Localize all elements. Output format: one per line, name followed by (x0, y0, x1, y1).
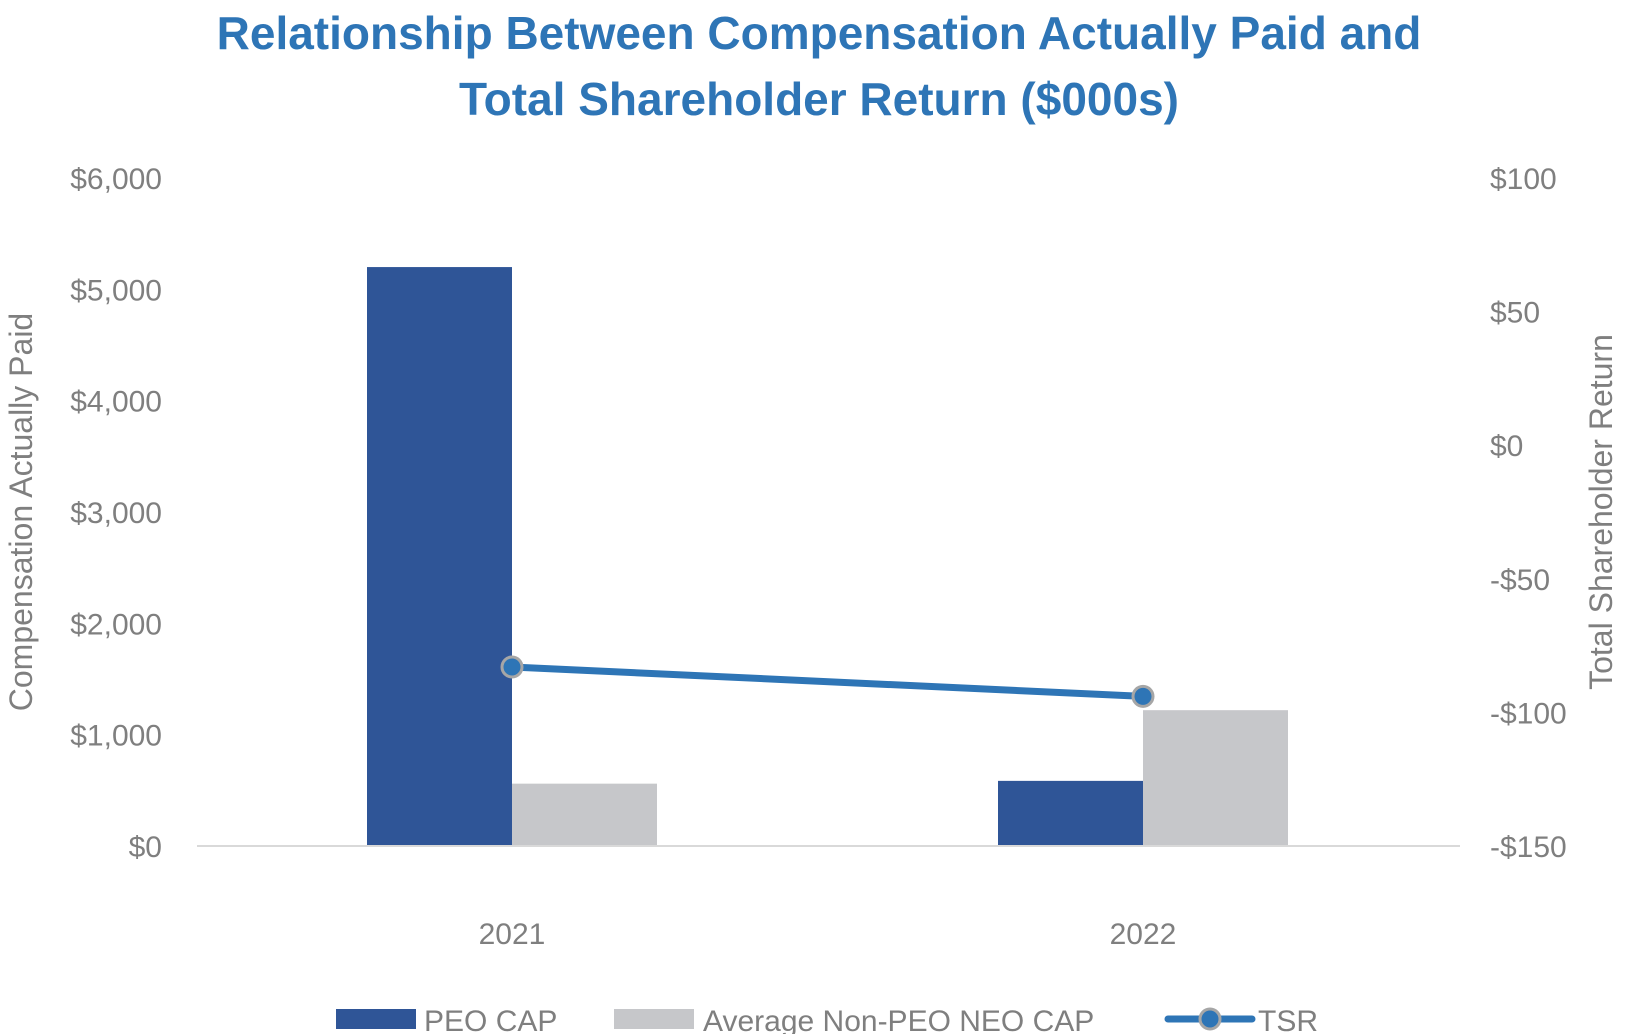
left-axis-tick-label: $4,000 (70, 386, 162, 419)
tsr-point-2022[interactable] (1131, 684, 1155, 708)
left-axis-tick-label: $3,000 (70, 497, 162, 530)
chart-title-line-1: Relationship Between Compensation Actual… (216, 7, 1422, 59)
left-axis-tick-label: $6,000 (70, 163, 162, 196)
right-axis-title: Total Shareholder Return (1583, 334, 1619, 690)
right-axis-tick-label: $50 (1490, 297, 1540, 330)
left-axis-title: Compensation Actually Paid (3, 313, 39, 711)
legend-label-peo-cap: PEO CAP (424, 1005, 557, 1034)
left-axis-tick-label: $0 (129, 831, 162, 864)
right-axis-ticks: -$150 -$100 -$50 $0 $50 $100 (1490, 163, 1567, 864)
right-axis-tick-label: $0 (1490, 430, 1523, 463)
non-peo-cap-swatch-icon (614, 1009, 694, 1029)
left-axis-tick-label: $5,000 (70, 274, 162, 307)
x-axis-tick-label: 2022 (1110, 918, 1177, 951)
bar-series (367, 267, 1288, 847)
legend-item-non-peo-cap[interactable]: Average Non-PEO NEO CAP (614, 1005, 1094, 1034)
bar-non-peo-cap-2021[interactable] (512, 783, 657, 846)
tsr-point-2021[interactable] (500, 655, 524, 679)
right-axis-tick-label: $100 (1490, 163, 1557, 196)
left-axis-tick-label: $2,000 (70, 608, 162, 641)
tsr-marker-swatch-icon (1198, 1007, 1222, 1031)
right-axis-tick-label: -$150 (1490, 831, 1567, 864)
bar-non-peo-cap-2022[interactable] (1143, 710, 1288, 846)
legend-item-tsr[interactable]: TSR (1164, 1005, 1318, 1034)
tsr-line (511, 663, 1144, 700)
legend: PEO CAP Average Non-PEO NEO CAP TSR (336, 1005, 1318, 1034)
bar-peo-cap-2021[interactable] (367, 267, 512, 847)
left-axis-tick-label: $1,000 (70, 720, 162, 753)
bar-peo-cap-2022[interactable] (998, 780, 1143, 846)
peo-cap-swatch-icon (336, 1009, 416, 1029)
chart-title-line-2: Total Shareholder Return ($000s) (459, 73, 1179, 125)
legend-label-non-peo-cap: Average Non-PEO NEO CAP (703, 1005, 1094, 1034)
tsr-line-series (500, 655, 1155, 708)
legend-label-tsr: TSR (1258, 1005, 1318, 1034)
x-axis-tick-label: 2021 (479, 918, 546, 951)
legend-item-peo-cap[interactable]: PEO CAP (336, 1005, 557, 1034)
right-axis-tick-label: -$50 (1490, 564, 1550, 597)
x-axis-labels: 2021 2022 (479, 918, 1177, 951)
right-axis-tick-label: -$100 (1490, 697, 1567, 730)
chart-title: Relationship Between Compensation Actual… (0, 0, 1638, 132)
left-axis-ticks: $0 $1,000 $2,000 $3,000 $4,000 $5,000 $6,000 (70, 163, 162, 864)
